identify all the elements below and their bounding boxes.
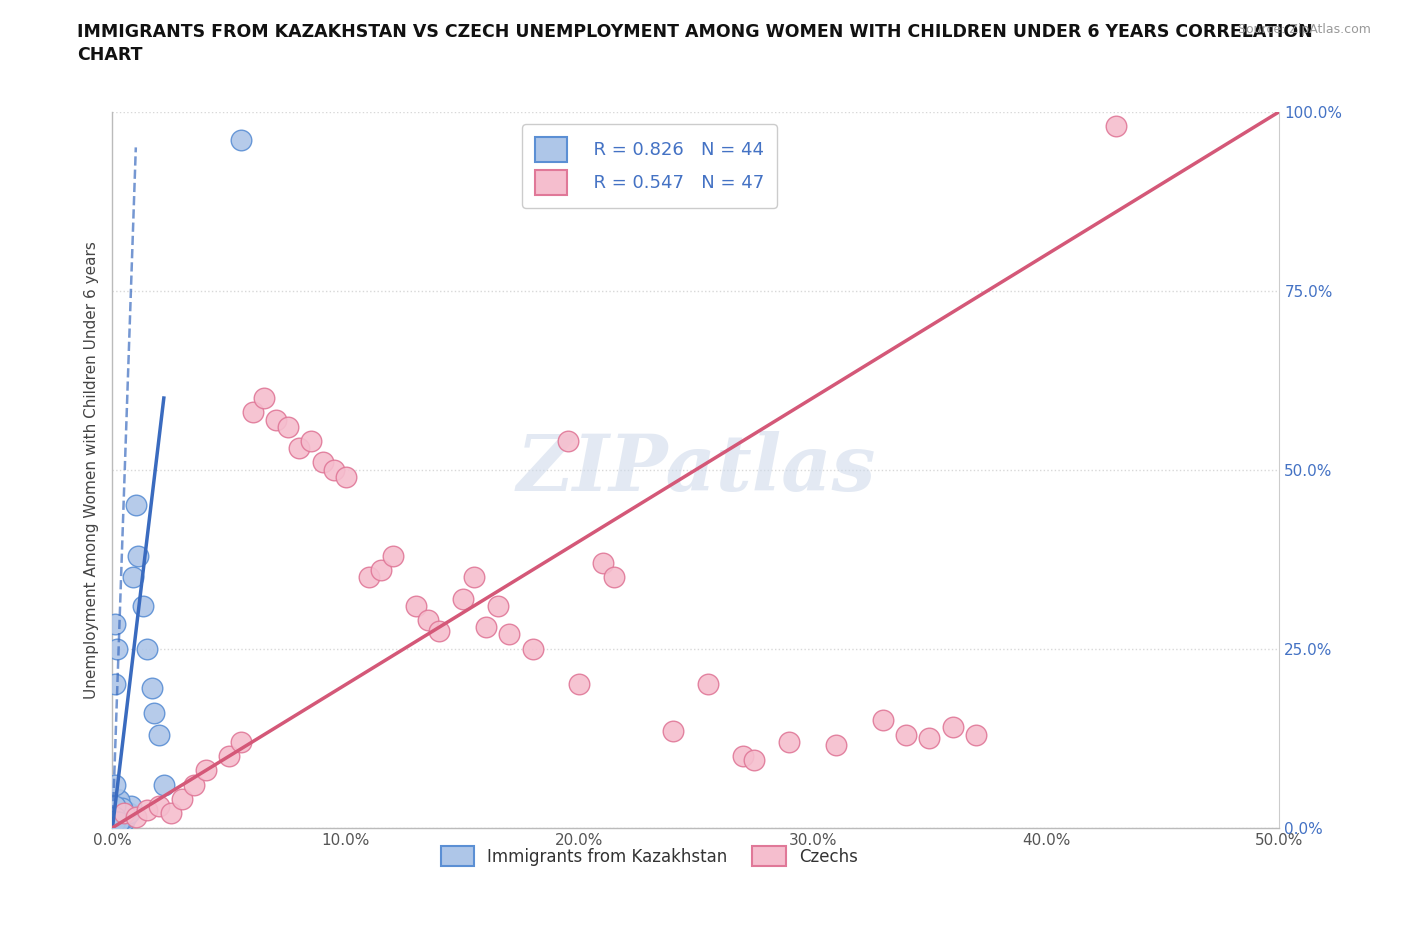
- Point: [381, 548, 404, 563]
- Point: [132, 598, 155, 613]
- Point: [172, 791, 194, 806]
- Point: [160, 806, 183, 821]
- Point: [104, 677, 127, 692]
- Point: [744, 752, 766, 767]
- Point: [112, 806, 135, 821]
- Point: [104, 813, 127, 828]
- Point: [1105, 118, 1128, 133]
- Point: [229, 133, 252, 148]
- Point: [918, 731, 941, 746]
- Point: [105, 791, 128, 806]
- Point: [522, 642, 544, 657]
- Point: [276, 419, 298, 434]
- Point: [111, 800, 134, 815]
- Point: [108, 793, 131, 808]
- Point: [104, 777, 127, 792]
- Text: IMMIGRANTS FROM KAZAKHSTAN VS CZECH UNEMPLOYMENT AMONG WOMEN WITH CHILDREN UNDER: IMMIGRANTS FROM KAZAKHSTAN VS CZECH UNEM…: [77, 23, 1313, 41]
- Point: [111, 812, 134, 827]
- Point: [108, 813, 131, 828]
- Point: [463, 569, 485, 585]
- Point: [592, 555, 614, 570]
- Point: [475, 619, 498, 634]
- Point: [143, 706, 166, 721]
- Point: [105, 813, 128, 828]
- Point: [323, 462, 346, 477]
- Point: [942, 720, 965, 735]
- Point: [112, 813, 135, 828]
- Y-axis label: Unemployment Among Women with Children Under 6 years: Unemployment Among Women with Children U…: [83, 241, 98, 698]
- Point: [603, 569, 626, 585]
- Point: [105, 804, 128, 819]
- Text: Source: ZipAtlas.com: Source: ZipAtlas.com: [1237, 23, 1371, 36]
- Point: [872, 712, 894, 727]
- Point: [125, 498, 148, 513]
- Point: [104, 806, 127, 821]
- Point: [894, 727, 917, 742]
- Point: [825, 737, 848, 752]
- Point: [105, 807, 128, 822]
- Point: [112, 803, 135, 817]
- Point: [104, 799, 127, 814]
- Point: [486, 598, 509, 613]
- Point: [557, 433, 579, 448]
- Point: [104, 803, 127, 817]
- Point: [427, 623, 450, 638]
- Point: [122, 569, 145, 585]
- Point: [104, 809, 127, 824]
- Point: [731, 749, 754, 764]
- Point: [661, 724, 683, 738]
- Point: [118, 806, 141, 821]
- Text: ZIPatlas: ZIPatlas: [516, 432, 876, 508]
- Point: [104, 799, 127, 814]
- Point: [127, 548, 149, 563]
- Point: [141, 681, 163, 696]
- Point: [264, 412, 287, 427]
- Point: [136, 642, 159, 657]
- Point: [148, 727, 170, 742]
- Point: [108, 817, 131, 831]
- Point: [148, 799, 170, 814]
- Point: [104, 817, 127, 831]
- Point: [965, 727, 987, 742]
- Point: [253, 391, 276, 405]
- Point: [104, 795, 127, 810]
- Point: [153, 777, 176, 792]
- Point: [183, 777, 205, 792]
- Point: [125, 809, 148, 824]
- Point: [451, 591, 474, 606]
- Point: [778, 735, 800, 750]
- Point: [568, 677, 591, 692]
- Point: [370, 563, 392, 578]
- Point: [104, 817, 127, 831]
- Point: [105, 815, 128, 830]
- Point: [108, 815, 131, 830]
- Point: [696, 677, 718, 692]
- Point: [299, 433, 322, 448]
- Point: [104, 813, 127, 828]
- Point: [229, 735, 252, 750]
- Point: [105, 809, 128, 824]
- Point: [288, 441, 311, 456]
- Point: [416, 613, 439, 628]
- Point: [136, 803, 159, 817]
- Legend: Immigrants from Kazakhstan, Czechs: Immigrants from Kazakhstan, Czechs: [434, 840, 865, 873]
- Point: [218, 749, 240, 764]
- Point: [242, 405, 264, 419]
- Point: [359, 569, 381, 585]
- Point: [120, 799, 142, 814]
- Point: [498, 627, 520, 642]
- Point: [335, 470, 357, 485]
- Point: [104, 809, 127, 824]
- Text: CHART: CHART: [77, 46, 143, 64]
- Point: [405, 598, 427, 613]
- Point: [115, 809, 138, 824]
- Point: [111, 815, 134, 830]
- Point: [104, 617, 127, 631]
- Point: [108, 809, 131, 824]
- Point: [194, 763, 217, 777]
- Point: [105, 642, 128, 657]
- Point: [311, 455, 333, 470]
